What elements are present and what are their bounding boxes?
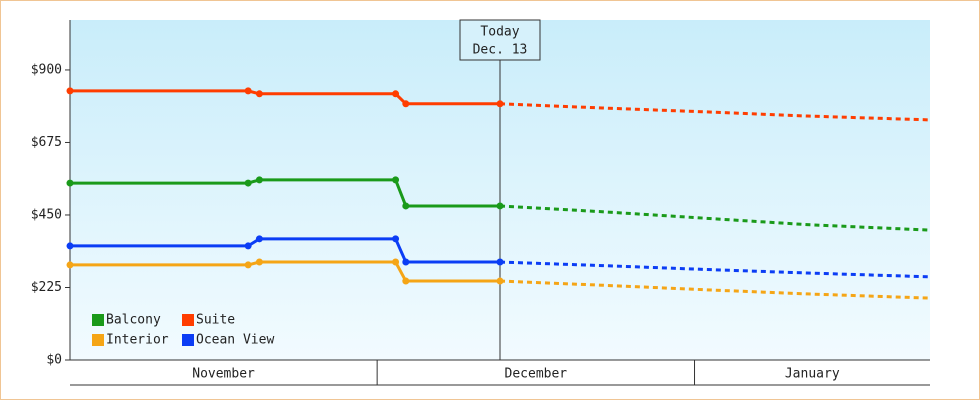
point [392,90,400,98]
point [244,261,252,269]
point [496,277,504,285]
legend-swatch [92,314,104,326]
point [255,176,263,184]
y-tick-label: $675 [31,135,62,150]
point [255,258,263,266]
y-tick-label: $225 [31,280,62,295]
point [402,277,410,285]
point [392,235,400,243]
point [392,176,400,184]
point [402,100,410,108]
point [244,87,252,95]
x-band-label: January [785,367,840,382]
point [255,90,263,98]
legend-label: Interior [106,333,169,348]
point [244,242,252,250]
point [496,258,504,266]
today-label: Today [480,25,519,40]
legend-swatch [92,334,104,346]
y-tick-label: $0 [46,353,62,368]
legend-label: Ocean View [196,333,274,348]
legend-label: Balcony [106,313,161,328]
legend-swatch [182,334,194,346]
point [496,100,504,108]
x-band-label: December [505,367,568,382]
point [496,202,504,210]
legend-label: Suite [196,313,235,328]
today-date: Dec. 13 [473,43,528,58]
x-band-label: November [192,367,255,382]
y-tick-label: $900 [31,62,62,77]
line [70,237,500,264]
point [66,261,74,269]
point [66,87,74,95]
legend-swatch [182,314,194,326]
y-tick-label: $450 [31,207,62,222]
today-box [459,19,541,61]
point [255,235,263,243]
line [70,260,500,283]
line [70,178,500,208]
point [66,242,74,250]
point [244,179,252,187]
point [66,179,74,187]
point [402,258,410,266]
line [70,89,500,106]
point [392,258,400,266]
point [402,202,410,210]
